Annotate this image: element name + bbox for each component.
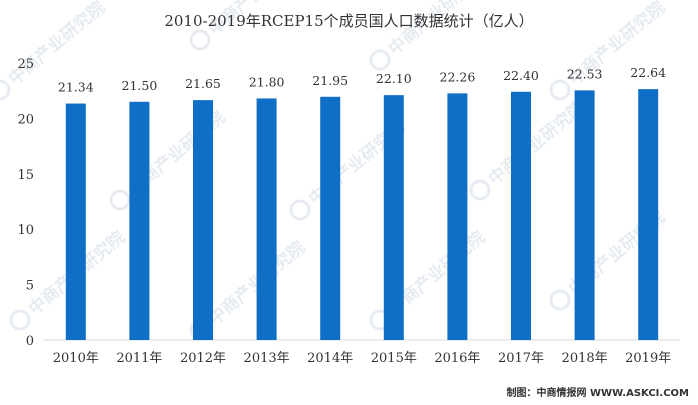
data-label: 22.10 xyxy=(376,71,412,86)
watermark-logo-icon xyxy=(189,29,211,51)
data-label: 22.64 xyxy=(630,65,666,80)
watermark-logo-icon xyxy=(0,79,11,101)
watermark-stamp: 中商产业研究院 xyxy=(549,0,669,101)
watermark-logo-icon xyxy=(469,179,491,201)
x-tick-label: 2018年 xyxy=(562,351,608,366)
watermark-logo-icon xyxy=(549,79,571,101)
watermark-logo-icon xyxy=(9,309,31,331)
data-label: 22.53 xyxy=(567,66,603,81)
data-label: 22.40 xyxy=(503,68,539,83)
x-tick-label: 2015年 xyxy=(371,351,417,366)
bar xyxy=(574,90,595,340)
bar xyxy=(129,101,150,340)
axes: 0 5 10 15 20 25 2010年 2011年 2012年 2013年 2014年 2015年… xyxy=(17,57,680,366)
watermark-logo-icon xyxy=(289,199,311,221)
watermark-logo-icon xyxy=(109,189,131,211)
y-tick-label: 5 xyxy=(26,279,34,294)
x-tick-label: 2017年 xyxy=(498,351,544,366)
y-tick-label: 10 xyxy=(17,223,34,238)
x-tick-label: 2011年 xyxy=(116,351,162,366)
data-label: 22.26 xyxy=(440,69,476,84)
bar xyxy=(193,100,213,340)
bar xyxy=(320,96,341,340)
y-tick-label: 20 xyxy=(17,112,34,127)
watermark-logo-icon xyxy=(549,289,571,311)
x-tick-label: 2013年 xyxy=(244,351,290,366)
data-label: 21.65 xyxy=(185,76,221,91)
y-tick-label: 15 xyxy=(17,168,34,183)
watermark-text: 中商产业研究院 xyxy=(484,97,589,190)
x-tick-label: 2019年 xyxy=(625,351,671,366)
chart-title: 2010-2019年RCEP15个成员国人口数据统计（亿人） xyxy=(164,12,533,30)
y-tick-label: 0 xyxy=(26,334,34,349)
x-tick-label: 2016年 xyxy=(434,351,480,366)
bar xyxy=(638,89,659,340)
data-label: 21.50 xyxy=(122,78,158,93)
data-label: 21.95 xyxy=(312,73,348,88)
watermark-text: 中商产业研究院 xyxy=(4,0,109,89)
x-tick-label: 2010年 xyxy=(53,351,99,366)
bar xyxy=(256,98,277,341)
data-labels: 21.34 21.50 21.65 21.80 21.95 22.10 22.26 22.40… xyxy=(58,65,666,94)
source-credit: 制图：中商情报网 WWW.ASKCI.COM xyxy=(507,386,689,399)
bar xyxy=(511,91,531,340)
watermark-logo-icon xyxy=(369,49,391,71)
data-label: 21.34 xyxy=(58,80,94,95)
x-tick-label: 2012年 xyxy=(180,351,226,366)
data-label: 21.80 xyxy=(249,74,285,89)
bar xyxy=(447,93,468,341)
bar xyxy=(65,103,86,341)
bar xyxy=(383,95,404,340)
x-tick-label: 2014年 xyxy=(307,351,353,366)
bars xyxy=(65,89,659,341)
y-tick-label: 25 xyxy=(17,57,34,72)
